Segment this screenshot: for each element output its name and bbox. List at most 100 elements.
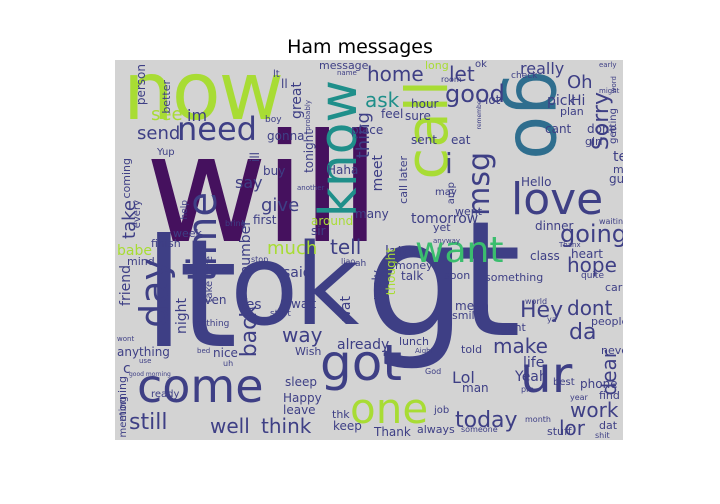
- word-place: place: [351, 123, 384, 137]
- word-yet: yet: [433, 221, 451, 234]
- word-want: want: [415, 230, 504, 271]
- word-haha: Haha: [327, 163, 359, 177]
- word-yeah: Yeah: [515, 369, 548, 385]
- word-work: work: [570, 398, 619, 422]
- word-ur: ur: [520, 346, 573, 404]
- word-finish: finish: [151, 237, 181, 250]
- word-name: name: [337, 69, 357, 77]
- word-told: told: [461, 343, 483, 356]
- word-best: best: [553, 377, 575, 388]
- word-happy: Happy: [283, 391, 322, 405]
- word-aight: Aight: [415, 347, 434, 355]
- word-mean: mean: [455, 299, 490, 313]
- word-meet: meet: [370, 155, 386, 192]
- word-done: done: [587, 122, 617, 136]
- word-world: world: [525, 297, 548, 306]
- word-year: year: [570, 393, 588, 402]
- word-car: car: [605, 281, 623, 294]
- word-boy: boy: [265, 115, 282, 125]
- word-going: going: [560, 220, 623, 248]
- word-first: first: [253, 213, 277, 227]
- word-night: night: [174, 298, 190, 335]
- word-liao: liao: [341, 257, 356, 266]
- word-good-morning: good morning: [129, 371, 171, 378]
- word-message: message: [319, 60, 369, 72]
- word-cloud: will lt ok gt now go call know love got …: [115, 60, 623, 440]
- word-lt: lt: [143, 208, 237, 382]
- word-sleep: sleep: [285, 375, 317, 389]
- word-ah: ah: [355, 259, 367, 269]
- word-money: money: [395, 259, 433, 272]
- word-ask: ask: [365, 88, 400, 112]
- word-say: say: [235, 173, 263, 192]
- word-right: right: [500, 321, 526, 334]
- word-oh: Oh: [567, 72, 593, 93]
- word-lol: Lol: [452, 368, 475, 387]
- word-im: im: [187, 106, 208, 125]
- word-got: got: [320, 334, 402, 392]
- word-take-care: take care: [204, 256, 215, 303]
- word-wont: wont: [117, 335, 135, 343]
- word-much: much: [267, 238, 318, 259]
- word-girl: girl: [585, 135, 603, 148]
- word-yes: Yes: [239, 297, 262, 313]
- word-let: let: [449, 62, 475, 86]
- word-shit: shit: [595, 431, 610, 440]
- word-anything: anything: [117, 345, 170, 359]
- word-leave: leave: [283, 403, 316, 417]
- word-tell: tell: [330, 235, 362, 259]
- word-person: person: [134, 64, 148, 106]
- word-guy: guy: [609, 172, 623, 186]
- word-bed: bed: [197, 347, 211, 355]
- word-gonna: gonna: [267, 129, 305, 143]
- word-class: class: [530, 249, 560, 263]
- word-may: may: [435, 187, 457, 198]
- word-text: text: [613, 149, 623, 165]
- word-uh: uh: [223, 359, 234, 368]
- word-still: still: [129, 410, 168, 435]
- word-nice: nice: [213, 346, 238, 360]
- word-really: really: [520, 60, 565, 78]
- word-yup: Yup: [157, 147, 175, 158]
- word-stop: stop: [251, 255, 269, 264]
- word-stuff: stuff: [547, 425, 572, 438]
- word-life: life: [523, 355, 545, 371]
- word-start: start: [270, 309, 291, 319]
- word-dont: dont: [567, 296, 613, 320]
- word-hope: hope: [567, 253, 617, 277]
- word-thank: Thank: [374, 425, 411, 439]
- word-word: word: [610, 76, 618, 94]
- word-around: around: [311, 214, 354, 228]
- word-dinner: dinner: [535, 219, 574, 233]
- word-ok: ok: [230, 221, 359, 351]
- word-number: number: [238, 220, 254, 275]
- word-love: love: [511, 174, 604, 225]
- word-talk: talk: [401, 269, 424, 283]
- word-quite: quite: [581, 271, 604, 281]
- word-heart: heart: [571, 247, 603, 261]
- word-waiting: waiting: [599, 217, 623, 226]
- word-people: people: [591, 315, 623, 328]
- word-job: job: [434, 405, 450, 416]
- word-went: went: [455, 205, 483, 218]
- word-wish: Wish: [295, 345, 322, 358]
- word-lt-small: lt: [273, 69, 280, 80]
- word-smile: smile: [452, 309, 482, 322]
- word-check: check: [511, 71, 538, 81]
- word-need: need: [177, 110, 257, 148]
- word-hey: Hey: [520, 298, 564, 323]
- word-even: even: [197, 293, 227, 307]
- chart-title: Ham messages: [287, 36, 433, 58]
- word-da: da: [569, 320, 597, 345]
- word-ill: ill: [248, 152, 262, 163]
- word-find: find: [599, 389, 620, 402]
- word-come: come: [137, 359, 264, 413]
- word-early: early: [599, 61, 617, 69]
- word-better: better: [160, 80, 173, 114]
- word-pick: pick: [547, 93, 576, 109]
- word-sir: sir: [311, 224, 326, 238]
- word-ya: ya: [547, 315, 557, 324]
- word-said: said: [283, 265, 312, 281]
- word-buy: buy: [263, 164, 286, 178]
- word-great: great: [289, 82, 305, 120]
